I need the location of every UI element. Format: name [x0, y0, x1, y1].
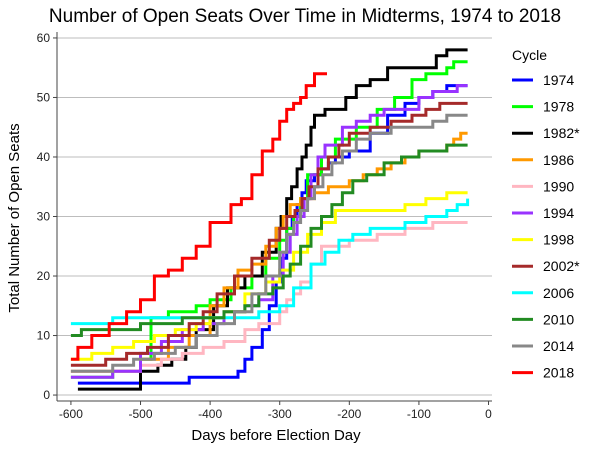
legend-label: 2002*: [543, 258, 580, 274]
y-axis-label: Total Number of Open Seats: [6, 123, 23, 312]
y-tick-label: 10: [37, 329, 51, 343]
legend-items: 1974 1978 1982* 1986 1990 1994 1998 2002* 2006 20…: [512, 72, 580, 381]
legend-label: 1990: [543, 178, 574, 194]
x-tick-label: -600: [59, 407, 83, 421]
series-line-2014: [70, 113, 468, 373]
series-line-1982: [77, 48, 468, 391]
series-line-1974: [77, 84, 468, 385]
series-line-2002: [70, 101, 468, 367]
y-tick-label: 30: [37, 210, 51, 224]
legend-label: 1978: [543, 99, 574, 115]
legend-label: 2014: [543, 338, 574, 354]
series-line-2006: [70, 198, 470, 326]
x-tick-label: 0: [485, 407, 492, 421]
y-tick-label: 40: [37, 150, 51, 164]
x-tick-label: -300: [268, 407, 292, 421]
legend-label: 1974: [543, 72, 574, 88]
legend: Cycle 1974 1978 1982* 1986 1990 1994 1998 2002*…: [512, 47, 580, 381]
x-tick-label: -200: [337, 407, 361, 421]
y-tick-label: 50: [37, 90, 51, 104]
legend-label: 1986: [543, 152, 574, 168]
series-line-2018: [70, 72, 327, 361]
chart-title: Number of Open Seats Over Time in Midter…: [49, 6, 561, 27]
x-tick-label: -400: [198, 407, 222, 421]
axis-layer: 0 10 20 30 40 50 60 -600 -500 -400 -300 -200 -100 0: [37, 31, 493, 421]
legend-title: Cycle: [512, 47, 547, 63]
legend-label: 2010: [543, 311, 574, 327]
legend-label: 1982*: [543, 125, 580, 141]
legend-label: 1998: [543, 232, 574, 248]
y-tick-label: 60: [37, 31, 51, 45]
legend-label: 2006: [543, 285, 574, 301]
x-axis-label: Days before Election Day: [191, 427, 361, 444]
series-line-2010: [70, 143, 468, 337]
x-tick-label: -100: [407, 407, 431, 421]
y-tick-label: 20: [37, 269, 51, 283]
series-layer: [70, 48, 470, 391]
y-tick-label: 0: [43, 388, 50, 402]
legend-label: 2018: [543, 365, 574, 381]
x-tick-label: -500: [129, 407, 153, 421]
series-line-1994: [70, 84, 468, 379]
legend-label: 1994: [543, 205, 574, 221]
